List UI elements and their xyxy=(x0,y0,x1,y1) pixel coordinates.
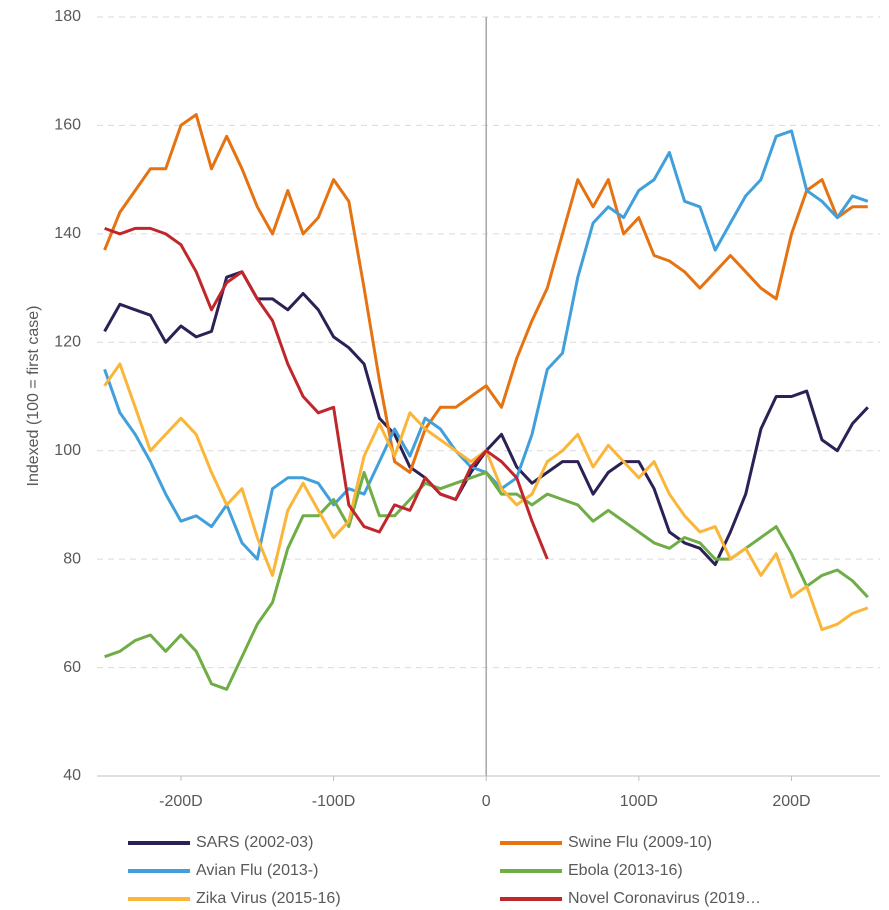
x-tick-label: 200D xyxy=(772,793,810,810)
y-tick-label: 180 xyxy=(54,8,81,25)
legend-label: SARS (2002-03) xyxy=(196,834,313,851)
series-line xyxy=(103,113,868,474)
y-tick-label: 120 xyxy=(54,334,81,351)
x-tick-label: -200D xyxy=(159,793,203,810)
y-tick-label: 80 xyxy=(63,550,81,567)
y-tick-label: 40 xyxy=(63,767,81,784)
legend-label: Ebola (2013-16) xyxy=(568,862,683,879)
legend-label: Avian Flu (2013-) xyxy=(196,862,318,879)
legend-label: Zika Virus (2015-16) xyxy=(196,890,341,907)
x-tick-label: 100D xyxy=(620,793,658,810)
y-tick-label: 60 xyxy=(63,659,81,676)
y-axis-label: Indexed (100 = first case) xyxy=(25,306,42,487)
legend-label: Novel Coronavirus (2019… xyxy=(568,890,761,907)
y-tick-label: 100 xyxy=(54,442,81,459)
x-tick-label: -100D xyxy=(312,793,356,810)
legend-label: Swine Flu (2009-10) xyxy=(568,834,712,851)
y-tick-label: 140 xyxy=(54,225,81,242)
series-line xyxy=(104,226,549,560)
y-tick-label: 160 xyxy=(54,117,81,134)
x-tick-label: 0 xyxy=(482,793,491,810)
